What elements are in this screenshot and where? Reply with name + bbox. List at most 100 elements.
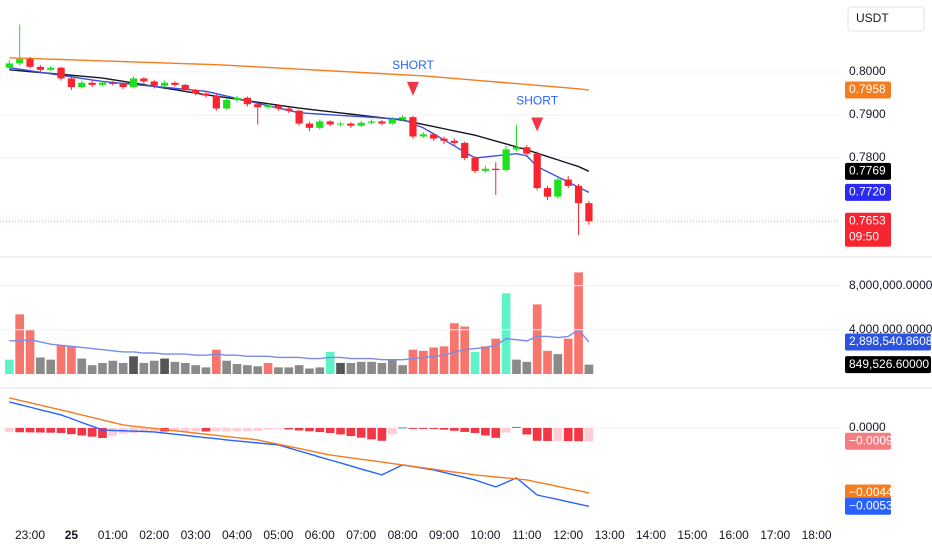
histogram-bar [284, 427, 294, 430]
x-tick-label: 17:00 [760, 528, 790, 542]
x-tick-label: 04:00 [222, 528, 252, 542]
histogram-bar [387, 427, 397, 435]
price-badge [845, 333, 931, 351]
candle-body [440, 138, 448, 141]
signal-label: SHORT [392, 58, 434, 72]
histogram-bar [46, 427, 56, 433]
x-tick-label: 06:00 [305, 528, 335, 542]
histogram-bar [491, 427, 501, 438]
volume-bar [77, 358, 87, 374]
candle-body [419, 134, 427, 137]
candle-body [202, 93, 210, 96]
candle-body [502, 149, 510, 171]
candle-body [191, 90, 200, 94]
candle-body [450, 140, 458, 143]
volume-bar [408, 349, 418, 374]
price-badge [845, 497, 891, 515]
histogram-bar [139, 427, 149, 433]
badge-label: −0.0009 [849, 433, 893, 447]
histogram-bar [418, 427, 428, 429]
volume-bar [398, 365, 407, 374]
currency-box[interactable] [847, 6, 925, 32]
candle-body [554, 179, 562, 197]
histogram-bar [377, 427, 387, 441]
candle-body [481, 168, 490, 171]
histogram-bar [201, 427, 211, 432]
volume-bar [543, 350, 552, 374]
candle-body [233, 97, 241, 100]
currency[interactable]: USDT [856, 11, 889, 25]
volume-bar [170, 361, 180, 374]
histogram-bar [315, 427, 325, 433]
histogram-bar [553, 427, 563, 441]
volume-bar [429, 347, 439, 374]
candle-body [409, 117, 417, 137]
histogram-bar [336, 427, 345, 435]
volume-bar [160, 358, 169, 374]
candle-body [533, 153, 541, 189]
price-badge [845, 212, 891, 247]
price-badge [845, 432, 891, 450]
candle-body [254, 104, 262, 108]
badge-label: 849,526.60000 [849, 357, 929, 371]
candle-body [347, 123, 355, 126]
histogram-bar [532, 427, 542, 441]
histogram-bar [512, 426, 521, 428]
candle-body [57, 67, 65, 79]
candle-body [78, 82, 86, 88]
histogram-bar [470, 427, 480, 433]
candle-body [264, 105, 272, 108]
candle-body [316, 121, 324, 128]
candle-body [378, 121, 386, 124]
volume-bar [180, 362, 190, 374]
histogram-bar [356, 427, 366, 438]
volume-bar [501, 293, 511, 374]
volume-bar [36, 357, 45, 374]
candle-body [585, 203, 593, 222]
histogram-bar [180, 427, 190, 432]
histogram-bar [170, 427, 180, 432]
x-tick-label: 01:00 [98, 528, 128, 542]
candle-body [326, 121, 334, 125]
candle-body [574, 185, 583, 204]
histogram-bar [481, 427, 490, 436]
price-badge [845, 484, 891, 502]
volume-bar [274, 367, 283, 374]
candle-body [543, 188, 552, 197]
candle-body [430, 134, 438, 139]
volume-bar [356, 361, 366, 374]
x-tick-label: 11:00 [512, 528, 541, 542]
candle-body [171, 82, 179, 85]
histogram-bar [222, 427, 232, 432]
volume-bar [263, 362, 273, 374]
candle-body [67, 78, 76, 88]
x-tick-label: 13:00 [595, 528, 625, 542]
histogram-bar [129, 427, 138, 433]
histogram-bar [56, 427, 66, 433]
candle-body [88, 82, 96, 85]
candle-body [564, 179, 572, 186]
volume-bar [532, 304, 542, 374]
histogram-bar [98, 427, 107, 438]
candle-body [398, 117, 407, 120]
volume-bar [67, 346, 76, 374]
volume-bar [346, 362, 356, 374]
y-tick-label: 0.0000 [849, 420, 886, 434]
volume-bar [222, 360, 232, 374]
histogram-bar [211, 427, 221, 432]
histogram-bar [367, 427, 376, 440]
histogram-bar [243, 427, 252, 432]
histogram-bar [563, 427, 573, 442]
volume-bar [336, 362, 345, 374]
volume-bar [149, 360, 159, 374]
volume-bar [243, 365, 252, 374]
candle-body [336, 123, 345, 125]
indicator-line [9, 397, 590, 494]
volume-bar [522, 361, 532, 374]
histogram-bar [108, 427, 118, 436]
volume-bar [481, 346, 490, 374]
candle-body [26, 59, 34, 67]
histogram-bar [191, 427, 200, 432]
x-tick-label: 23:00 [15, 528, 45, 542]
